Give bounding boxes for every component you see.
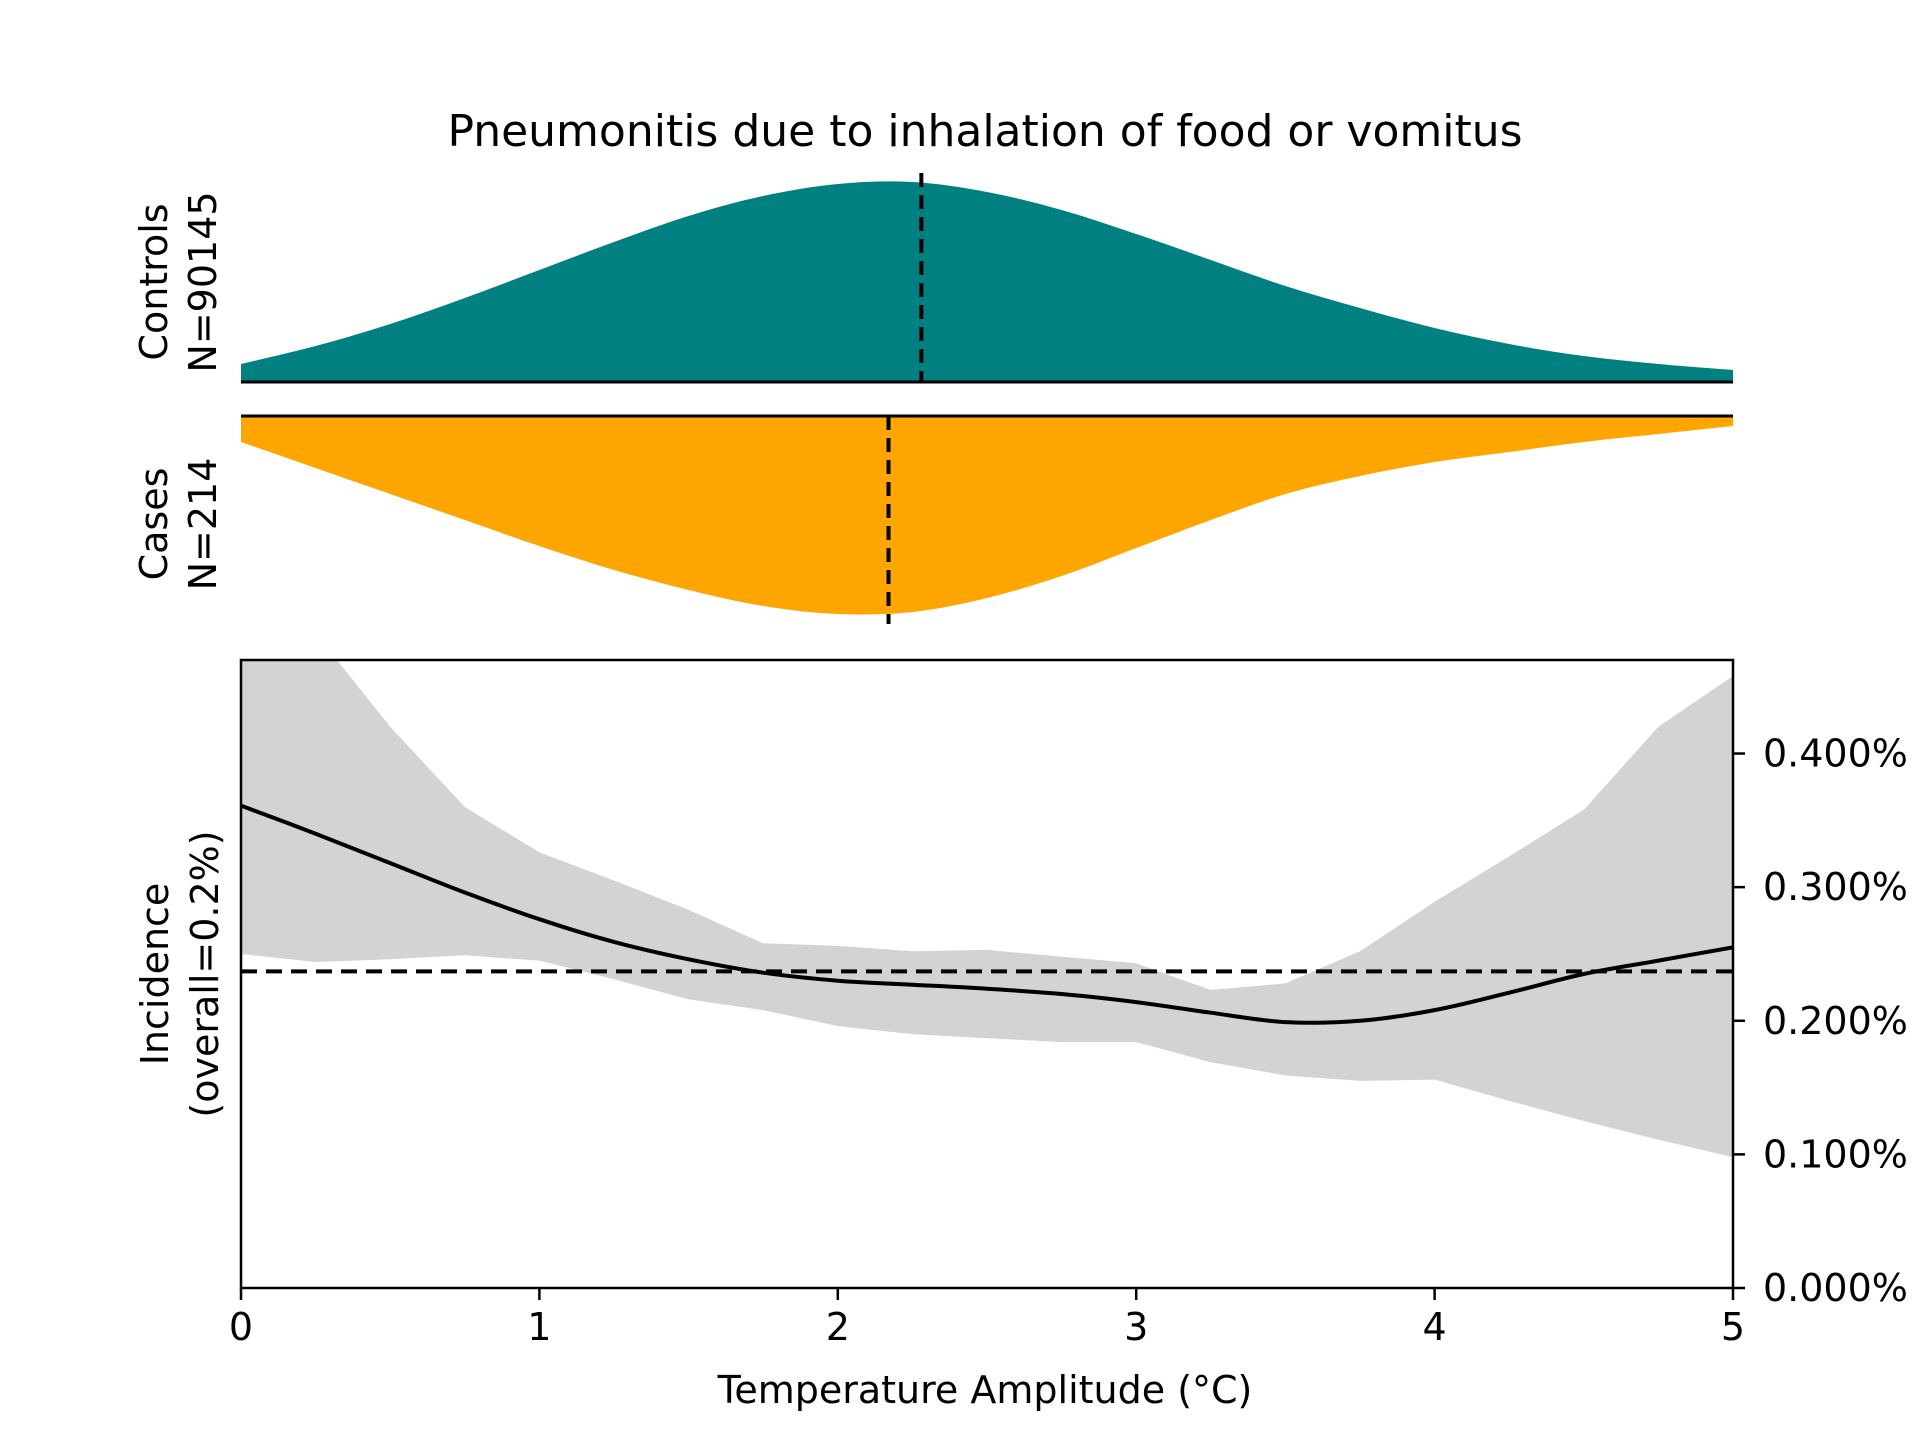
y-tick-label: 0.400% <box>1763 732 1908 776</box>
y-axis-label: Incidence <box>133 883 177 1066</box>
y-tick-label: 0.200% <box>1763 999 1908 1043</box>
cases-count: N=214 <box>181 458 225 591</box>
incidence-line <box>241 803 1733 1025</box>
x-tick-label: 0 <box>229 1305 253 1349</box>
controls-count: N=90145 <box>181 191 225 372</box>
x-tick-label: 5 <box>1721 1305 1745 1349</box>
incidence-panel: 0.000% 0.100% 0.200% 0.300% 0.400% 0 1 2 3 4 5 In… <box>133 658 1908 1412</box>
cases-panel: Cases N=214 <box>132 414 1733 624</box>
controls-label: Controls <box>132 203 176 360</box>
controls-panel: Controls N=90145 <box>132 173 1733 384</box>
confidence-band <box>241 660 1733 1158</box>
y-tick-label: 0.000% <box>1763 1266 1908 1310</box>
x-tick-label: 2 <box>826 1305 850 1349</box>
y-axis-label-overall: (overall=0.2%) <box>183 830 227 1117</box>
controls-density-area <box>241 181 1733 382</box>
cases-density-area <box>241 416 1733 615</box>
cases-label: Cases <box>132 468 176 581</box>
x-tick-label: 1 <box>527 1305 551 1349</box>
x-axis-label: Temperature Amplitude (°C) <box>717 1368 1253 1412</box>
x-tick-label: 4 <box>1423 1305 1447 1349</box>
y-tick-label: 0.100% <box>1763 1132 1908 1176</box>
y-tick-label: 0.300% <box>1763 865 1908 909</box>
chart-title: Pneumonitis due to inhalation of food or… <box>447 106 1522 157</box>
incidence-plot-frame <box>239 658 1735 1290</box>
y-axis-ticks: 0.000% 0.100% 0.200% 0.300% 0.400% <box>1733 732 1908 1310</box>
x-tick-label: 3 <box>1124 1305 1148 1349</box>
x-axis-ticks: 0 1 2 3 4 5 <box>229 1288 1745 1349</box>
